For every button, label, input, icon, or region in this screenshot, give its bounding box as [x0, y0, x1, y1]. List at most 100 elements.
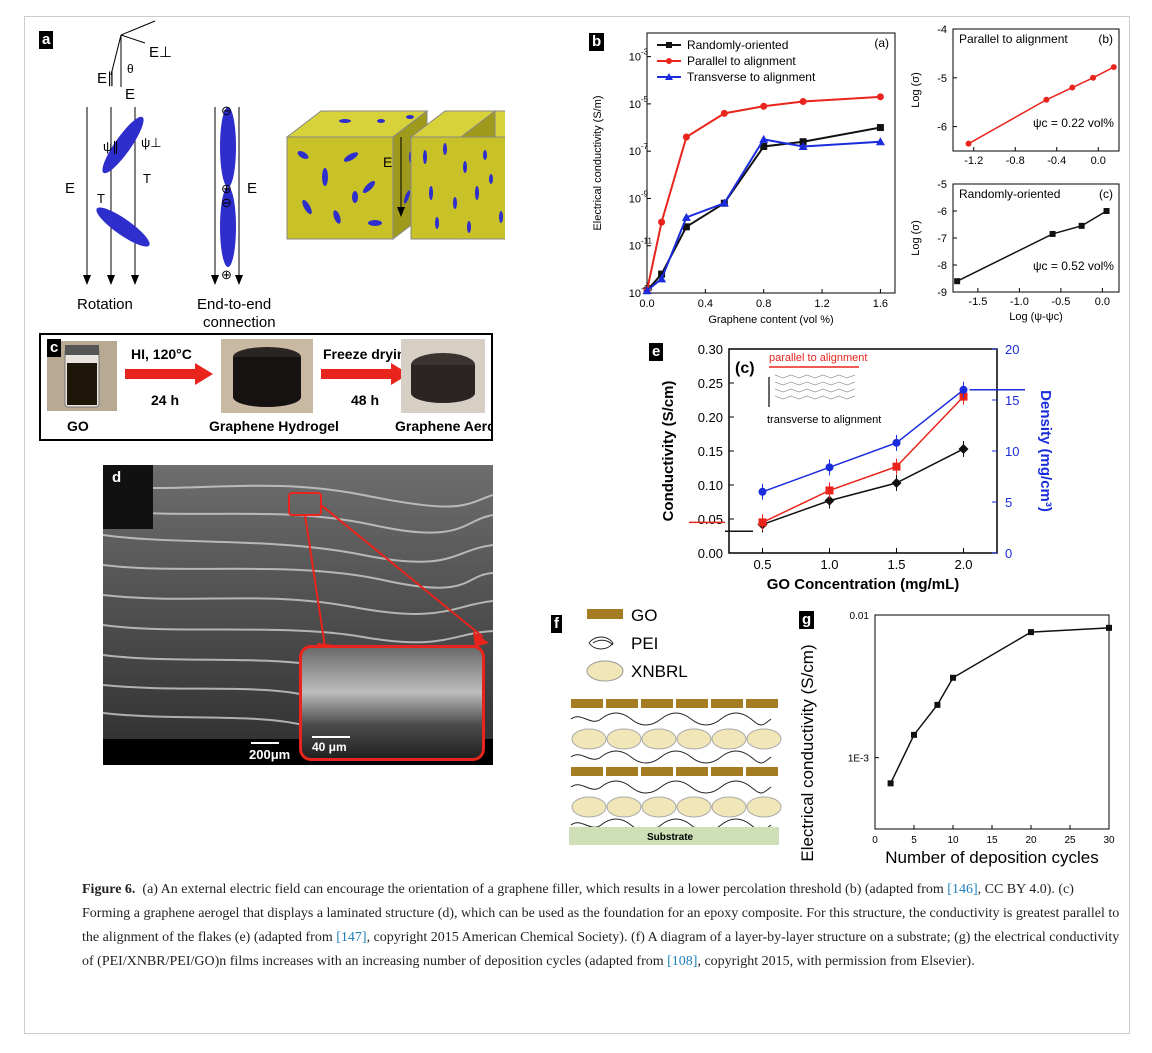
data-point — [657, 274, 667, 283]
e-label-top: E — [125, 86, 135, 103]
film-layers — [570, 699, 782, 832]
x-tick-label: 10 — [947, 835, 959, 846]
y-tick-label: 10 — [629, 193, 641, 205]
chart-title: Randomly-oriented — [959, 187, 1060, 201]
go-sheet — [711, 767, 743, 776]
legend-label: Parallel to alignment — [687, 54, 796, 68]
data-point — [959, 385, 968, 394]
threshold-annotation: ψc = 0.22 vol% — [1033, 116, 1114, 130]
y-tick-exponent: -11 — [641, 237, 653, 246]
series-0 — [887, 624, 1112, 787]
y-tick-label: -9 — [937, 287, 947, 299]
e-label-cube: E — [383, 154, 392, 170]
data-point — [825, 463, 834, 472]
series-line — [646, 95, 881, 291]
y-tick-label: -4 — [937, 24, 947, 36]
data-point — [682, 133, 690, 141]
data-point — [720, 109, 728, 117]
figure-caption: Figure 6. (a) An external electric field… — [82, 878, 1122, 974]
y-tick-label: -7 — [937, 233, 947, 245]
legend-go: GO — [631, 606, 657, 625]
y-tick-label: -5 — [937, 73, 947, 85]
go-sheet — [641, 767, 673, 776]
y-tick-label: 0.30 — [698, 342, 723, 357]
x-tick-label: -1.2 — [964, 155, 983, 167]
aerogel-photo — [401, 339, 485, 413]
xnbrl-legend-swatch — [586, 660, 624, 682]
torque-label: T — [143, 171, 151, 186]
series-line — [646, 138, 881, 292]
data-point — [958, 443, 969, 454]
chart-b-random: -1.5 -1.0 -0.5 0.0 -9 -8 -7 -6 -5 Log (σ) Log (ψ-ψ… — [910, 179, 1120, 323]
panel-tag: (c) — [735, 360, 755, 377]
series-line — [762, 448, 964, 526]
chart-title: Parallel to alignment — [959, 32, 1068, 46]
legend-pei: PEI — [631, 634, 658, 653]
x-axis-label: GO Concentration (mg/mL) — [767, 576, 960, 593]
arrow-2 — [321, 369, 391, 379]
panel-tag: (c) — [1099, 187, 1113, 201]
panel-b-parallel: -1.2 -0.8 -0.4 0.0 -6 -5 -4 Log (σ) Parallel to … — [905, 17, 1129, 177]
y-tick-label: -5 — [937, 179, 947, 191]
go-sheet — [676, 767, 708, 776]
scale-bar-main: 200μm — [249, 747, 291, 762]
x-axis-label: Log (ψ-ψc) — [1009, 311, 1063, 323]
x-tick-label: 15 — [986, 835, 998, 846]
x-tick-label: 0.0 — [639, 298, 654, 310]
inset-transverse-label: transverse to alignment — [767, 414, 881, 426]
e-par-label: E∥ — [97, 70, 115, 87]
y-tick-label: 0.20 — [698, 410, 723, 425]
series-0 — [643, 124, 884, 295]
data-point — [799, 138, 807, 146]
panel-label-d: d — [112, 469, 122, 486]
series-line — [762, 389, 964, 493]
aerogel-label: Graphene Aerogel — [395, 418, 491, 434]
x-tick-label: 0.0 — [1091, 155, 1106, 167]
ref-147-link[interactable]: [147] — [336, 930, 367, 945]
panel-label-e: e — [649, 343, 664, 361]
panel-tag: (b) — [1098, 32, 1113, 46]
y-tick-label: 0.10 — [698, 478, 723, 493]
x-tick-label: 0.8 — [756, 298, 771, 310]
inset-flake-row — [774, 374, 856, 379]
e-label-end: E — [247, 180, 257, 197]
step1-bottom: 24 h — [151, 392, 179, 408]
go-sheet — [746, 699, 778, 708]
x-tick-label: 2.0 — [954, 557, 972, 572]
ref-146-link[interactable]: [146] — [947, 882, 978, 897]
hydrogel-photo — [221, 339, 313, 413]
ref-108-link[interactable]: [108] — [667, 954, 698, 969]
data-point — [798, 141, 808, 150]
sem-image — [103, 465, 493, 765]
data-point — [1110, 64, 1117, 71]
data-point — [658, 218, 666, 226]
series-1 — [758, 388, 968, 531]
xnbrl-particle — [711, 796, 747, 818]
xnbrl-particle — [711, 728, 747, 750]
data-point — [760, 102, 768, 110]
flake-ellipse — [220, 187, 236, 267]
data-point — [799, 98, 807, 106]
substrate — [569, 827, 779, 845]
y-tick-label: -8 — [937, 260, 947, 272]
plus-charge: ⊕ — [221, 267, 232, 282]
x-tick-label: 1.0 — [820, 557, 838, 572]
end-to-end-field-lines — [214, 107, 240, 281]
xnbrl-particle — [606, 728, 642, 750]
data-point — [760, 142, 768, 150]
data-point — [759, 134, 769, 143]
go-sheet — [711, 699, 743, 708]
panel-a-diagram: E⊥ E∥ θ E ψ∥ ψ⊥ T T E Rotation — [65, 20, 553, 331]
flake-ellipse — [102, 116, 144, 174]
psi-perp-label: ψ⊥ — [141, 135, 162, 150]
step2-top: Freeze drying — [323, 346, 414, 362]
data-point — [892, 462, 901, 471]
y-tick-label: 10 — [629, 241, 641, 253]
plot-area — [952, 28, 1120, 152]
y-tick-exponent: -5 — [641, 95, 649, 104]
label-mask — [103, 465, 153, 529]
sem-layers — [103, 484, 493, 726]
y2-axis-label: Density (mg/cm³) — [1037, 390, 1054, 512]
go-sheet — [606, 699, 638, 708]
panel-label-a: a — [39, 31, 54, 49]
